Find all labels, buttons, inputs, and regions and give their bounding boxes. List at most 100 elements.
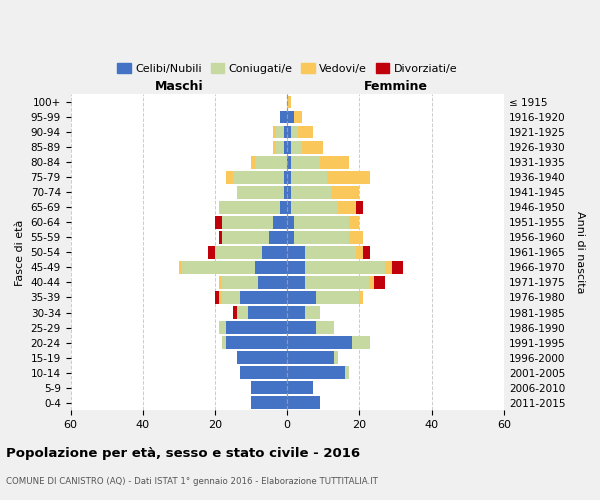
Bar — [287, 156, 291, 168]
Text: Maschi: Maschi — [155, 80, 203, 93]
Bar — [218, 321, 287, 334]
Bar — [284, 140, 287, 153]
Bar — [236, 352, 287, 364]
Bar — [287, 366, 349, 379]
Bar — [218, 321, 287, 334]
Bar — [287, 231, 363, 243]
Bar — [287, 186, 291, 198]
Bar — [287, 110, 302, 124]
Bar — [236, 306, 287, 319]
Bar — [287, 276, 374, 289]
Bar — [273, 126, 287, 138]
Bar — [280, 110, 287, 124]
Bar — [236, 186, 287, 198]
Bar — [251, 396, 287, 409]
Bar — [273, 140, 287, 153]
Legend: Celibi/Nubili, Coniugati/e, Vedovi/e, Divorziati/e: Celibi/Nubili, Coniugati/e, Vedovi/e, Di… — [113, 59, 461, 78]
Bar — [284, 126, 287, 138]
Bar — [287, 352, 338, 364]
Bar — [287, 216, 349, 228]
Bar — [236, 186, 287, 198]
Bar — [287, 396, 320, 409]
Bar — [215, 246, 287, 259]
Bar — [287, 156, 349, 168]
Bar — [287, 321, 334, 334]
Bar — [222, 231, 287, 243]
Bar — [251, 156, 287, 168]
Bar — [222, 216, 287, 228]
Bar — [222, 336, 287, 349]
Bar — [287, 110, 302, 124]
Y-axis label: Fasce di età: Fasce di età — [15, 219, 25, 286]
Bar — [287, 201, 291, 213]
Bar — [287, 201, 363, 213]
Bar — [287, 246, 356, 259]
Bar — [236, 352, 287, 364]
Bar — [248, 306, 287, 319]
Bar — [226, 171, 287, 183]
Bar — [182, 261, 287, 274]
Bar — [287, 140, 291, 153]
Bar — [273, 216, 287, 228]
Bar — [287, 246, 363, 259]
Bar — [287, 396, 320, 409]
Bar — [287, 352, 334, 364]
Bar — [287, 231, 295, 243]
Bar — [222, 291, 287, 304]
Bar — [222, 336, 287, 349]
Bar — [226, 171, 287, 183]
Bar — [287, 366, 349, 379]
Bar — [287, 126, 298, 138]
Text: Popolazione per età, sesso e stato civile - 2016: Popolazione per età, sesso e stato civil… — [6, 448, 360, 460]
Bar — [218, 231, 287, 243]
Bar — [287, 110, 295, 124]
Bar — [280, 110, 287, 124]
Bar — [287, 126, 313, 138]
Bar — [287, 261, 385, 274]
Bar — [287, 382, 313, 394]
Bar — [287, 96, 291, 108]
Bar — [218, 276, 287, 289]
Bar — [287, 140, 323, 153]
Bar — [287, 231, 349, 243]
Bar — [287, 276, 370, 289]
Bar — [240, 366, 287, 379]
Bar — [236, 186, 287, 198]
Text: Femmine: Femmine — [364, 80, 428, 93]
Bar — [287, 382, 313, 394]
Bar — [218, 201, 287, 213]
Bar — [251, 382, 287, 394]
Bar — [280, 110, 287, 124]
Bar — [287, 201, 338, 213]
Bar — [287, 306, 320, 319]
Bar — [287, 171, 327, 183]
Bar — [218, 321, 287, 334]
Bar — [287, 306, 320, 319]
Bar — [218, 276, 287, 289]
Bar — [215, 216, 287, 228]
Bar — [240, 366, 287, 379]
Bar — [269, 231, 287, 243]
Bar — [277, 140, 287, 153]
Bar — [287, 186, 359, 198]
Bar — [240, 291, 287, 304]
Bar — [287, 216, 359, 228]
Bar — [287, 261, 305, 274]
Bar — [287, 382, 313, 394]
Bar — [287, 291, 363, 304]
Bar — [179, 261, 287, 274]
Bar — [251, 156, 287, 168]
Bar — [287, 291, 363, 304]
Bar — [287, 186, 331, 198]
Bar — [222, 336, 287, 349]
Bar — [208, 246, 287, 259]
Bar — [287, 306, 305, 319]
Bar — [287, 382, 313, 394]
Bar — [236, 306, 287, 319]
Bar — [255, 156, 287, 168]
Bar — [287, 140, 323, 153]
Bar — [233, 171, 287, 183]
Bar — [287, 336, 352, 349]
Bar — [287, 261, 403, 274]
Bar — [218, 201, 287, 213]
